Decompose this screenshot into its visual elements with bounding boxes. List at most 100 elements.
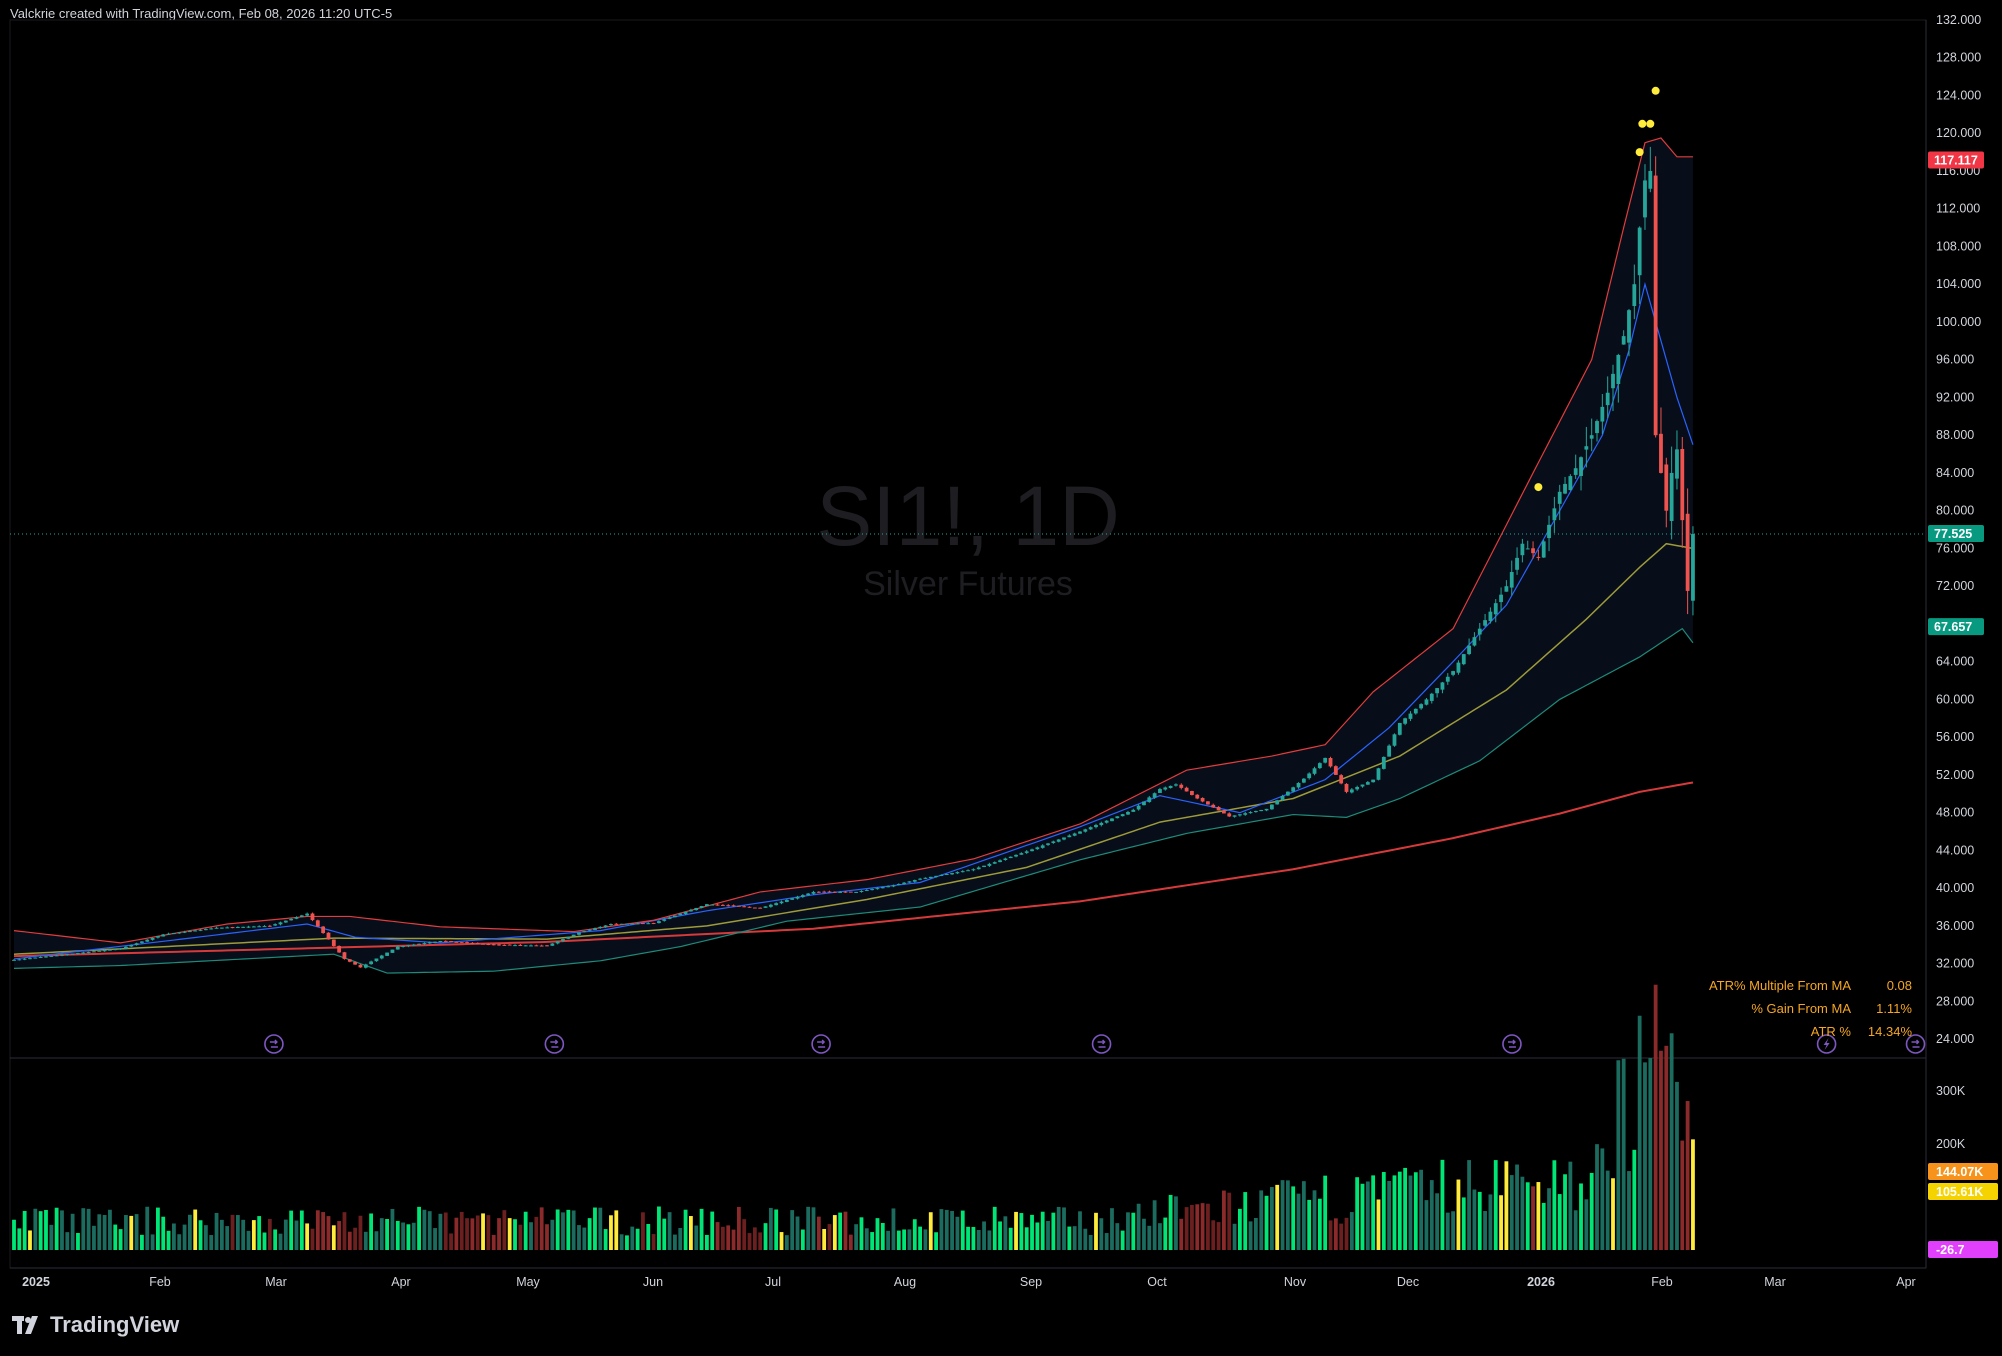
candle[interactable] <box>230 927 235 929</box>
candle[interactable] <box>310 913 315 921</box>
candle[interactable] <box>971 869 976 871</box>
candle[interactable] <box>774 903 779 906</box>
candle[interactable] <box>822 891 827 893</box>
candle[interactable] <box>1525 548 1530 550</box>
candle[interactable] <box>1424 699 1429 705</box>
candle[interactable] <box>1669 472 1674 521</box>
candle[interactable] <box>28 958 32 960</box>
candle[interactable] <box>507 944 512 946</box>
candle[interactable] <box>1355 786 1360 790</box>
candle[interactable] <box>736 905 741 907</box>
candle[interactable] <box>1563 483 1567 494</box>
candle[interactable] <box>1269 804 1274 810</box>
candle[interactable] <box>38 957 43 959</box>
candle[interactable] <box>1067 835 1072 838</box>
lightning-event-icon[interactable] <box>1816 1034 1837 1054</box>
candle[interactable] <box>763 906 768 908</box>
candle[interactable] <box>161 934 166 937</box>
candle[interactable] <box>1035 847 1040 850</box>
event-markers[interactable] <box>264 1034 1926 1054</box>
candle[interactable] <box>76 953 80 955</box>
candle[interactable] <box>1365 782 1370 785</box>
candle[interactable] <box>726 905 731 907</box>
candle[interactable] <box>1568 476 1573 491</box>
candle[interactable] <box>1099 822 1104 826</box>
candle[interactable] <box>1259 809 1264 812</box>
candle[interactable] <box>118 948 123 950</box>
candle[interactable] <box>1019 853 1024 855</box>
tradingview-brand[interactable]: TradingView <box>12 1312 179 1338</box>
candle[interactable] <box>1088 827 1093 830</box>
candle[interactable] <box>481 943 485 945</box>
candle[interactable] <box>337 945 342 953</box>
candle[interactable] <box>912 880 917 882</box>
candle[interactable] <box>347 959 352 962</box>
candle[interactable] <box>848 891 853 893</box>
candle[interactable] <box>1110 818 1114 822</box>
candle[interactable] <box>1312 768 1317 774</box>
candle[interactable] <box>1222 810 1226 814</box>
candle[interactable] <box>1301 778 1306 783</box>
candle[interactable] <box>209 928 214 930</box>
candle[interactable] <box>1126 811 1130 815</box>
candle[interactable] <box>934 875 938 877</box>
candle[interactable] <box>1509 572 1514 588</box>
candle[interactable] <box>843 891 848 893</box>
candle[interactable] <box>1078 831 1082 834</box>
candle[interactable] <box>1632 284 1637 307</box>
candle[interactable] <box>331 939 336 946</box>
candle[interactable] <box>966 870 970 872</box>
candle[interactable] <box>417 943 421 945</box>
candle[interactable] <box>1413 708 1418 714</box>
candle[interactable] <box>1435 688 1440 694</box>
candle[interactable] <box>1499 594 1503 603</box>
candle[interactable] <box>582 931 587 933</box>
candle[interactable] <box>598 926 603 928</box>
candle[interactable] <box>992 862 997 864</box>
candle[interactable] <box>257 926 262 928</box>
candle[interactable] <box>795 896 800 899</box>
candle[interactable] <box>1072 833 1077 836</box>
candle[interactable] <box>251 926 256 928</box>
candle[interactable] <box>662 919 667 921</box>
candle[interactable] <box>619 923 624 925</box>
candle[interactable] <box>907 881 912 883</box>
candle[interactable] <box>646 923 651 925</box>
candle[interactable] <box>235 927 240 929</box>
candle[interactable] <box>673 915 677 918</box>
candle[interactable] <box>44 956 48 958</box>
candle[interactable] <box>1397 723 1402 735</box>
candle[interactable] <box>1184 787 1189 792</box>
candle[interactable] <box>470 942 475 944</box>
candle[interactable] <box>491 944 496 946</box>
candle[interactable] <box>1664 464 1669 511</box>
candle[interactable] <box>784 899 789 902</box>
candle[interactable] <box>1573 468 1578 475</box>
candle[interactable] <box>1216 806 1221 811</box>
candle[interactable] <box>443 940 448 942</box>
candle[interactable] <box>1536 556 1541 558</box>
candle[interactable] <box>641 923 645 925</box>
candle[interactable] <box>369 961 374 965</box>
candle[interactable] <box>683 911 688 914</box>
candle[interactable] <box>832 891 837 893</box>
candle[interactable] <box>529 945 533 947</box>
candle[interactable] <box>299 915 304 917</box>
candle[interactable] <box>1477 628 1482 635</box>
candle[interactable] <box>987 863 992 866</box>
candle[interactable] <box>1115 816 1120 819</box>
candle[interactable] <box>1445 676 1450 682</box>
candle[interactable] <box>326 932 331 940</box>
candle[interactable] <box>1030 849 1034 852</box>
candle[interactable] <box>1392 734 1397 746</box>
candle[interactable] <box>475 943 480 945</box>
candle[interactable] <box>1589 435 1594 439</box>
candle[interactable] <box>182 931 187 933</box>
candle[interactable] <box>108 949 112 951</box>
candle[interactable] <box>1264 808 1269 811</box>
candle[interactable] <box>955 872 960 874</box>
candle[interactable] <box>950 873 954 875</box>
candle[interactable] <box>806 893 811 896</box>
candle[interactable] <box>385 952 389 956</box>
